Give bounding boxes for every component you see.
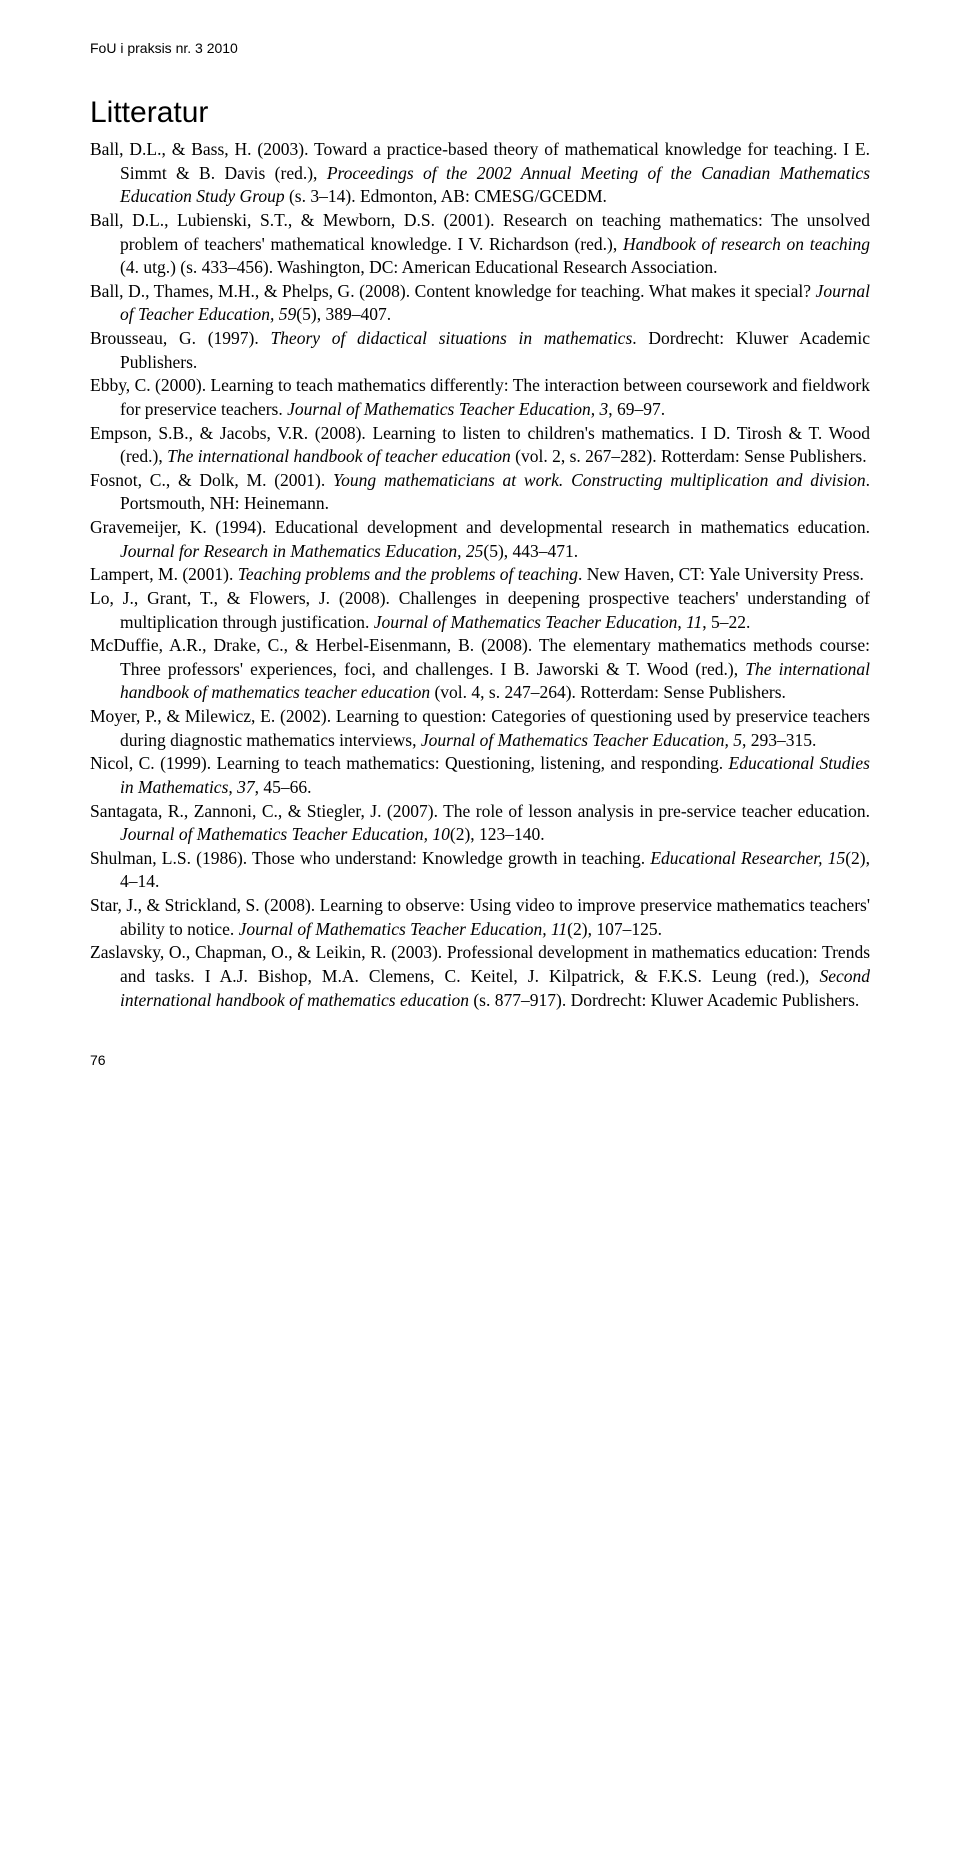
reference-entry: Ball, D.L., & Bass, H. (2003). Toward a …	[90, 138, 870, 209]
reference-entry: Fosnot, C., & Dolk, M. (2001). Young mat…	[90, 469, 870, 516]
reference-entry: Brousseau, G. (1997). Theory of didactic…	[90, 327, 870, 374]
reference-text-segment: Zaslavsky, O., Chapman, O., & Leikin, R.…	[90, 942, 870, 986]
reference-text-segment: Santagata, R., Zannoni, C., & Stiegler, …	[90, 801, 870, 821]
reference-italic-segment: Handbook of research on teaching	[623, 234, 870, 254]
reference-italic-segment: The international handbook of teacher ed…	[167, 446, 515, 466]
reference-entry: Empson, S.B., & Jacobs, V.R. (2008). Lea…	[90, 422, 870, 469]
reference-entry: Shulman, L.S. (1986). Those who understa…	[90, 847, 870, 894]
reference-text-segment: (2), 107–125.	[567, 919, 662, 939]
reference-entry: Santagata, R., Zannoni, C., & Stiegler, …	[90, 800, 870, 847]
reference-text-segment: (5), 443–471.	[483, 541, 578, 561]
reference-text-segment: (s. 877–917). Dordrecht: Kluwer Academic…	[473, 990, 859, 1010]
reference-entry: McDuffie, A.R., Drake, C., & Herbel-Eise…	[90, 634, 870, 705]
reference-italic-segment: Journal of Mathematics Teacher Education	[374, 612, 678, 632]
reference-text-segment: Lampert, M. (2001).	[90, 564, 238, 584]
reference-text-segment: (s. 3–14). Edmonton, AB: CMESG/GCEDM.	[289, 186, 607, 206]
reference-text-segment: Brousseau, G. (1997).	[90, 328, 270, 348]
reference-text-segment: (4. utg.) (s. 433–456). Washington, DC: …	[120, 257, 718, 277]
reference-entry: Moyer, P., & Milewicz, E. (2002). Learni…	[90, 705, 870, 752]
reference-text-segment: , 293–315.	[742, 730, 816, 750]
reference-entry: Gravemeijer, K. (1994). Educational deve…	[90, 516, 870, 563]
reference-entry: Zaslavsky, O., Chapman, O., & Leikin, R.…	[90, 941, 870, 1012]
reference-text-segment: Ball, D., Thames, M.H., & Phelps, G. (20…	[90, 281, 816, 301]
reference-text-segment: Fosnot, C., & Dolk, M. (2001).	[90, 470, 333, 490]
reference-italic-segment: Journal of Mathematics Teacher Education…	[287, 399, 608, 419]
reference-entry: Ball, D., Thames, M.H., & Phelps, G. (20…	[90, 280, 870, 327]
reference-entry: Lampert, M. (2001). Teaching problems an…	[90, 563, 870, 587]
reference-italic-segment: Young mathematicians at work. Constructi…	[333, 470, 866, 490]
reference-text-segment: (vol. 4, s. 247–264). Rotterdam: Sense P…	[434, 682, 785, 702]
reference-italic-segment: Theory of didactical situations in mathe…	[270, 328, 632, 348]
reference-italic-segment: Educational Researcher, 15	[650, 848, 845, 868]
reference-entry: Star, J., & Strickland, S. (2008). Learn…	[90, 894, 870, 941]
section-title: Litteratur	[90, 96, 870, 130]
reference-italic-segment: Journal of Mathematics Teacher Education…	[421, 730, 742, 750]
reference-text-segment: , 69–97.	[608, 399, 665, 419]
reference-entry: Ebby, C. (2000). Learning to teach mathe…	[90, 374, 870, 421]
reference-list: Ball, D.L., & Bass, H. (2003). Toward a …	[90, 138, 870, 1012]
page-number: 76	[90, 1052, 870, 1068]
reference-italic-segment: Journal for Research in Mathematics Educ…	[120, 541, 483, 561]
reference-text-segment: Gravemeijer, K. (1994). Educational deve…	[90, 517, 870, 537]
reference-italic-segment: Teaching problems and the problems of te…	[238, 564, 578, 584]
reference-text-segment: Nicol, C. (1999). Learning to teach math…	[90, 753, 729, 773]
reference-text-segment: . New Haven, CT: Yale University Press.	[578, 564, 864, 584]
reference-italic-segment: Journal of Mathematics Teacher Education…	[239, 919, 568, 939]
reference-entry: Lo, J., Grant, T., & Flowers, J. (2008).…	[90, 587, 870, 634]
reference-entry: Nicol, C. (1999). Learning to teach math…	[90, 752, 870, 799]
reference-text-segment: (2), 123–140.	[450, 824, 545, 844]
reference-italic-segment: 11	[686, 612, 702, 632]
reference-text-segment: ,	[677, 612, 686, 632]
reference-text-segment: , 5–22.	[702, 612, 750, 632]
reference-entry: Ball, D.L., Lubienski, S.T., & Mewborn, …	[90, 209, 870, 280]
reference-text-segment: Shulman, L.S. (1986). Those who understa…	[90, 848, 650, 868]
reference-text-segment: (5), 389–407.	[296, 304, 391, 324]
reference-text-segment: (vol. 2, s. 267–282). Rotterdam: Sense P…	[515, 446, 866, 466]
running-header: FoU i praksis nr. 3 2010	[90, 40, 870, 56]
reference-text-segment: , 45–66.	[255, 777, 312, 797]
reference-italic-segment: Journal of Mathematics Teacher Education…	[120, 824, 450, 844]
page-container: FoU i praksis nr. 3 2010 Litteratur Ball…	[0, 0, 960, 1118]
